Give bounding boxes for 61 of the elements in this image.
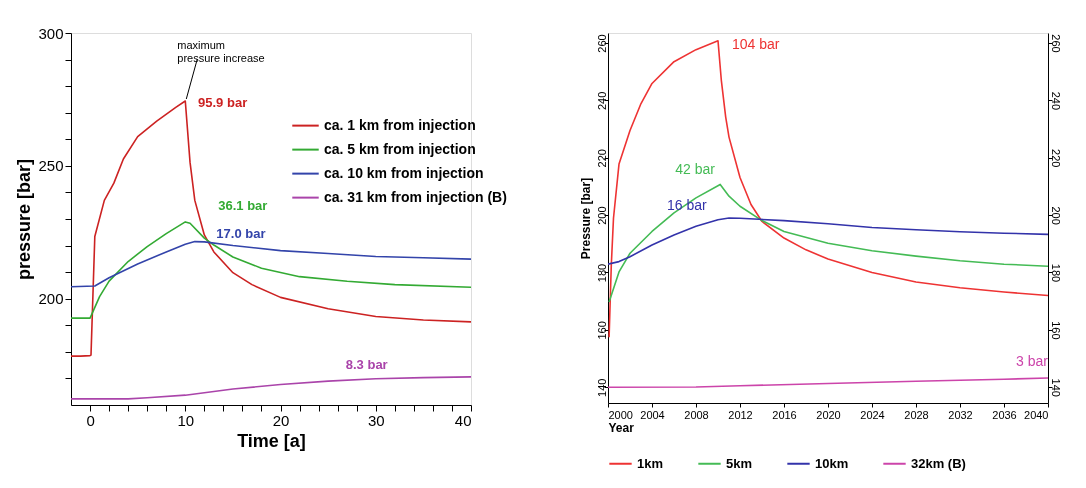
x-tick-label: 2036	[992, 408, 1017, 421]
x-tick-label: 2028	[904, 408, 929, 421]
y-tick-label: 260	[595, 34, 608, 53]
legend-label: 10km	[815, 455, 849, 471]
annotation: 3 bar	[1016, 353, 1049, 370]
annotation: 36.1 bar	[218, 197, 268, 213]
legend-label: ca. 5 km from injection	[324, 140, 476, 157]
line-series	[71, 221, 471, 319]
line-series	[608, 377, 1048, 389]
line-series	[71, 240, 471, 288]
y-tick-label: 240	[595, 91, 608, 111]
legend-label: ca. 1 km from injection	[324, 116, 476, 133]
x-tick-label: 2000	[608, 408, 633, 421]
legend-label: 5km	[726, 455, 753, 471]
annotation: 17.0 bar	[216, 225, 266, 241]
line-series	[608, 39, 1048, 339]
x-tick-label: 0	[86, 411, 95, 429]
y2-tick-label: 260	[1049, 34, 1062, 53]
x-tick-label: 2020	[816, 408, 841, 421]
annotation: 8.3 bar	[345, 356, 388, 372]
y-tick-label: 200	[38, 290, 64, 308]
x-tick-label: 20	[272, 411, 290, 429]
x-tick-label: 2008	[684, 408, 709, 421]
y-tick-label: 250	[38, 157, 64, 175]
x-axis-title: Time [a]	[237, 430, 306, 451]
x-tick-label: 30	[367, 411, 385, 429]
y2-tick-label: 200	[1049, 206, 1062, 225]
legend-label: ca. 31 km from injection (B)	[324, 188, 507, 205]
y-axis-title: Pressure [bar]	[578, 177, 593, 260]
line-series	[608, 183, 1048, 303]
y-tick-label: 160	[595, 321, 608, 340]
x-tick-label: 2024	[860, 408, 885, 421]
x-tick-label: 2004	[640, 408, 665, 421]
y-tick-label: 140	[595, 378, 608, 397]
legend-label: 1km	[637, 455, 664, 471]
annotation: 42 bar	[675, 161, 716, 178]
annotation: 95.9 bar	[198, 95, 248, 111]
y-tick-label: 180	[595, 263, 608, 283]
y-tick-label: 220	[595, 149, 608, 168]
annotation: 104 bar	[732, 35, 780, 52]
x-tick-label: 2040	[1024, 408, 1049, 421]
legend-label: 32km (B)	[911, 455, 966, 471]
x-tick-label: 2012	[728, 408, 753, 421]
y-axis-title: pressure [bar]	[14, 158, 35, 281]
y2-tick-label: 220	[1049, 149, 1062, 168]
annotation: 16 bar	[667, 197, 708, 213]
y2-tick-label: 160	[1049, 321, 1062, 340]
x-tick-label: 10	[177, 411, 195, 429]
line-series	[71, 376, 471, 400]
x-tick-label: 2016	[772, 408, 797, 421]
line-series	[608, 217, 1048, 265]
annotation: maximum pressure increase	[177, 39, 265, 65]
x-tick-label: 2032	[948, 408, 973, 421]
x-tick-label: 40	[454, 411, 472, 429]
y2-tick-label: 140	[1049, 378, 1062, 397]
y2-tick-label: 240	[1049, 91, 1062, 111]
y-tick-label: 300	[38, 24, 64, 42]
x-axis-title: Year	[608, 420, 635, 435]
y2-tick-label: 180	[1049, 263, 1062, 283]
legend-label: ca. 10 km from injection	[324, 164, 484, 181]
y-tick-label: 200	[595, 206, 608, 225]
